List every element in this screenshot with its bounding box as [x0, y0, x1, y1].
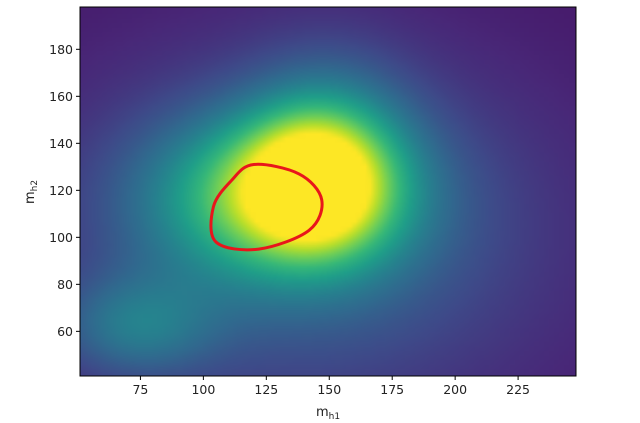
y-tick-label: 100 — [49, 230, 73, 245]
y-tick-label: 140 — [49, 136, 73, 151]
x-tick-label: 75 — [132, 382, 148, 397]
x-axis-label-subscript: h1 — [329, 412, 340, 422]
y-tick-label: 120 — [49, 183, 73, 198]
y-axis: 60 80 100 120 140 160 180 — [49, 42, 80, 339]
y-axis-label-subscript: h2 — [30, 180, 40, 191]
x-axis: 75 100 125 150 175 200 225 — [132, 376, 530, 397]
x-axis-label: mh1 — [316, 405, 340, 422]
x-tick-label: 150 — [317, 382, 341, 397]
y-tick-label: 60 — [57, 324, 73, 339]
plot-frame — [79, 6, 577, 377]
y-tick-label: 160 — [49, 89, 73, 104]
x-tick-label: 100 — [191, 382, 215, 397]
x-tick-label: 200 — [443, 382, 467, 397]
x-tick-label: 225 — [506, 382, 530, 397]
contour-line — [209, 162, 324, 252]
y-tick-label: 180 — [49, 42, 73, 57]
x-tick-label: 125 — [254, 382, 278, 397]
heatmap-image — [80, 7, 576, 376]
x-tick-label: 175 — [380, 382, 404, 397]
heatmap — [80, 7, 576, 376]
y-tick-label: 80 — [57, 277, 73, 292]
y-axis-label: mh2 — [23, 180, 40, 204]
